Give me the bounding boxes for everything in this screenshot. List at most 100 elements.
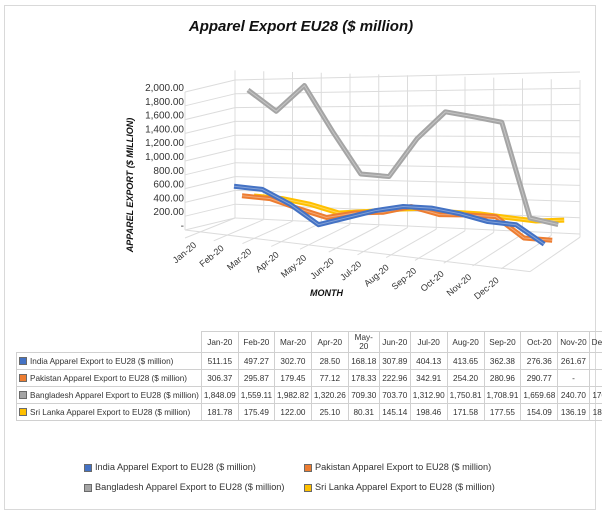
table-cell: 176.67 — [588, 386, 602, 404]
table-cell: 1,708.91 — [483, 386, 522, 404]
table-row: Bangladesh Apparel Export to EU28 ($ mil… — [16, 386, 602, 404]
table-cell: 77.12 — [310, 369, 349, 387]
series-highlight-2 — [247, 84, 559, 226]
legend-item: Bangladesh Apparel Export to EU28 ($ mil… — [84, 482, 284, 492]
table-cell: 1,312.90 — [409, 386, 448, 404]
table-cell: 179.45 — [274, 369, 312, 387]
table-cell: 171.58 — [446, 403, 485, 421]
table-cell: 175.49 — [237, 403, 276, 421]
table-header-cell: Sep-20 — [483, 331, 522, 353]
legend-swatch — [304, 463, 312, 472]
table-header-row: Jan-20 Feb-20 Mar-20 Apr-20 May- 20 Jun-20 Jul-… — [17, 331, 602, 353]
legend-label: Sri Lanka Apparel Export to EU28 ($ mill… — [315, 482, 495, 492]
table-cell: 168.18 — [347, 352, 380, 370]
x-tick-label: Jun-20 — [308, 256, 336, 281]
y-tick-label: 1,800.00 — [145, 97, 184, 108]
floor-grid-line — [213, 219, 264, 242]
plot-area: 2,000.00 1,800.00 1,600.00 1,400.00 1,200.00… — [145, 70, 581, 301]
table-cell: 1,559.11 — [237, 386, 276, 404]
table-cell: 261.67 — [557, 352, 590, 370]
series-name: Bangladesh Apparel Export to EU28 ($ mil… — [30, 390, 199, 400]
data-table: Jan-20 Feb-20 Mar-20 Apr-20 May- 20 Jun-20 Jul-… — [16, 331, 602, 421]
table-cell: 511.15 — [200, 352, 239, 370]
table-cell: 413.65 — [446, 352, 485, 370]
table-cell: 25.10 — [310, 403, 349, 421]
series-name-cell: Pakistan Apparel Export to EU28 ($ milli… — [16, 369, 202, 387]
table-header-cell: Mar-20 — [274, 331, 312, 353]
table-row: India Apparel Export to EU28 ($ million)… — [16, 352, 602, 370]
table-cell: 290.77 — [520, 369, 559, 387]
legend-label: India Apparel Export to EU28 ($ million) — [95, 462, 256, 472]
y-tick-label: 600.00 — [153, 180, 184, 191]
legend-swatch — [84, 483, 92, 492]
floor-grid-line — [328, 225, 379, 253]
series-line-2 — [246, 83, 559, 227]
table-cell: 1,659.68 — [520, 386, 559, 404]
table-cell: 182.11 — [588, 403, 602, 421]
floor-front-edge — [184, 229, 531, 273]
table-cell: 177.55 — [483, 403, 522, 421]
table-header-cell: Jul-20 — [409, 331, 448, 353]
table-cell: 254.20 — [446, 369, 485, 387]
table-cell: 145.14 — [378, 403, 411, 421]
table-cell: 703.70 — [378, 386, 411, 404]
y-tick-label: 1,200.00 — [145, 138, 184, 149]
table-cell: 307.89 — [378, 352, 411, 370]
table-cell: 362.38 — [483, 352, 522, 370]
grid-line-h — [234, 120, 581, 122]
series-name-cell: Sri Lanka Apparel Export to EU28 ($ mill… — [16, 403, 202, 421]
y-tick-label: 1,400.00 — [145, 124, 184, 135]
table-header-cell: Jan-20 — [200, 331, 239, 353]
table-cell: 1,848.09 — [200, 386, 239, 404]
legend-swatch — [304, 483, 312, 492]
chart-title: Apparel Export EU28 ($ million) — [188, 18, 414, 35]
legend-item: Sri Lanka Apparel Export to EU28 ($ mill… — [304, 482, 495, 492]
x-tick-label: Mar-20 — [225, 246, 253, 272]
series-highlight-0 — [233, 185, 545, 245]
y-tick-label: 1,000.00 — [145, 152, 184, 163]
y-tick-labels: 2,000.00 1,800.00 1,600.00 1,400.00 1,200.00… — [145, 83, 184, 232]
chart-frame — [4, 5, 596, 510]
series-name: Pakistan Apparel Export to EU28 ($ milli… — [30, 373, 188, 383]
floor-grid-line — [299, 223, 351, 250]
legend-swatch — [19, 374, 27, 383]
table-cell: 404.13 — [409, 352, 448, 370]
table-cell: - — [557, 369, 590, 387]
side-grid-line — [184, 217, 236, 231]
table-cell: 1,320.26 — [310, 386, 349, 404]
table-cell: 280.96 — [483, 369, 522, 387]
x-tick-label: Apr-20 — [254, 249, 281, 274]
series-name: Sri Lanka Apparel Export to EU28 ($ mill… — [30, 407, 191, 417]
table-cell: - — [588, 369, 602, 387]
floor-grid-line — [529, 236, 581, 273]
side-grid-line — [184, 148, 236, 162]
table-cell: 80.31 — [347, 403, 380, 421]
legend-swatch — [84, 463, 92, 472]
table-cell: 28.50 — [310, 352, 349, 370]
series-name-cell: India Apparel Export to EU28 ($ million) — [16, 352, 202, 370]
table-header-cell: Oct-20 — [520, 331, 559, 353]
y-tick-label: 2,000.00 — [145, 83, 184, 94]
table-cell: 1,750.81 — [446, 386, 485, 404]
x-axis-label: MONTH — [310, 288, 343, 298]
table-cell: 181.78 — [200, 403, 239, 421]
legend-item: Pakistan Apparel Export to EU28 ($ milli… — [304, 462, 491, 472]
grid-line-h — [234, 87, 581, 95]
x-tick-label: Oct-20 — [419, 269, 446, 294]
legend-swatch — [19, 408, 27, 417]
gridlines — [184, 70, 581, 273]
table-cell: 222.96 — [378, 369, 411, 387]
y-tick-label: 400.00 — [153, 193, 184, 204]
table-cell: 709.30 — [347, 386, 380, 404]
floor-grid-line — [357, 227, 408, 256]
table-cell: 240.70 — [557, 386, 590, 404]
side-grid-line — [184, 107, 236, 121]
y-tick-label: 200.00 — [153, 207, 184, 218]
x-tick-label: May-20 — [279, 253, 308, 280]
table-row: Sri Lanka Apparel Export to EU28 ($ mill… — [16, 403, 602, 421]
legend-item: India Apparel Export to EU28 ($ million) — [84, 462, 256, 472]
table-cell: - — [588, 352, 602, 370]
y-tick-label: 1,600.00 — [145, 111, 184, 122]
x-tick-label: Sep-20 — [390, 265, 419, 291]
table-cell: 1,982.82 — [274, 386, 312, 404]
